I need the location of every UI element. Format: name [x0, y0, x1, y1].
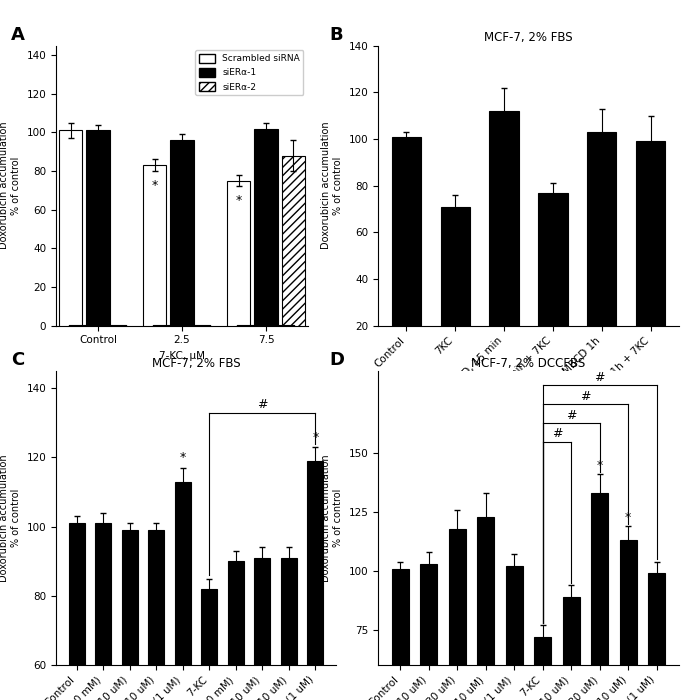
Title: MCF-7, 2% FBS: MCF-7, 2% FBS [484, 32, 573, 44]
Text: *: * [259, 572, 265, 584]
Text: *: * [596, 459, 603, 472]
Text: *: * [312, 430, 318, 444]
Text: #: # [257, 398, 267, 411]
Bar [592, 494, 608, 700]
Bar [538, 193, 568, 372]
Text: #: # [594, 371, 605, 384]
Text: *: * [540, 651, 546, 664]
Text: *: * [286, 572, 292, 584]
Bar [587, 132, 617, 372]
Text: *: * [550, 209, 556, 222]
Bar [648, 573, 665, 700]
Y-axis label: Doxorubicin accumulation
% of control: Doxorubicin accumulation % of control [321, 454, 343, 582]
Y-axis label: Doxorubicin accumulation
% of control: Doxorubicin accumulation % of control [0, 122, 21, 249]
Bar [392, 136, 421, 372]
Bar [171, 140, 193, 326]
X-axis label: 7-KC, μM: 7-KC, μM [159, 351, 205, 360]
Text: A: A [10, 26, 25, 44]
Bar [281, 558, 297, 700]
Bar [122, 530, 138, 700]
Bar [392, 568, 409, 700]
Text: *: * [452, 225, 458, 238]
Bar [534, 637, 552, 700]
Text: *: * [232, 575, 239, 588]
Bar [307, 461, 323, 700]
Bar [59, 130, 83, 326]
Text: C: C [11, 351, 25, 369]
Bar [254, 558, 270, 700]
Bar [477, 517, 494, 700]
Bar [255, 129, 277, 326]
Bar [69, 523, 85, 700]
Text: #: # [552, 428, 562, 440]
Title: MCF-7, 2% FBS: MCF-7, 2% FBS [152, 357, 240, 370]
Text: D: D [330, 351, 345, 369]
Bar [420, 564, 438, 700]
Bar [228, 561, 244, 700]
Text: *: * [206, 603, 212, 616]
Bar [175, 482, 190, 700]
Bar [148, 530, 164, 700]
Text: *: * [236, 194, 241, 207]
Text: #: # [580, 390, 591, 402]
Bar [449, 528, 466, 700]
Text: #: # [566, 409, 577, 421]
Bar [202, 589, 217, 700]
Bar [440, 206, 470, 372]
Bar [144, 165, 167, 326]
Bar [563, 597, 580, 700]
Bar [227, 181, 251, 326]
Bar [505, 566, 523, 700]
Bar [620, 540, 637, 700]
Bar [489, 111, 519, 372]
Text: *: * [180, 452, 186, 464]
Bar [281, 155, 305, 326]
Text: *: * [568, 611, 575, 624]
Text: *: * [625, 511, 631, 524]
Bar [636, 141, 665, 372]
Legend: Scrambled siRNA, siERα-1, siERα-2: Scrambled siRNA, siERα-1, siERα-2 [195, 50, 304, 95]
Title: MCF-7, 2% DCCFBS: MCF-7, 2% DCCFBS [471, 357, 586, 370]
Bar [95, 523, 111, 700]
Text: *: * [152, 178, 158, 192]
Bar [86, 130, 109, 326]
Y-axis label: Doxorubicin accumulation
% of control: Doxorubicin accumulation % of control [321, 122, 343, 249]
Y-axis label: Doxorubicin accumulation
% of control: Doxorubicin accumulation % of control [0, 454, 21, 582]
Text: B: B [330, 26, 344, 44]
